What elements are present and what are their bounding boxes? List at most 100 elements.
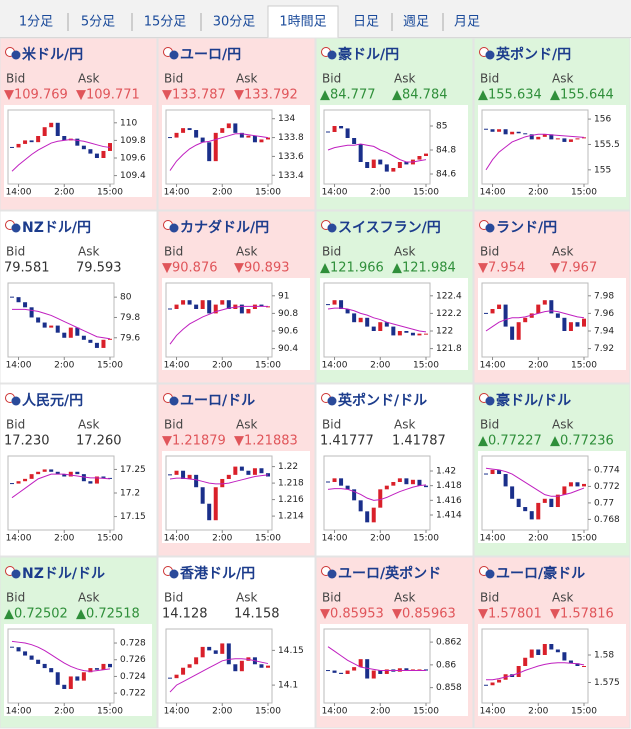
flag-icon [11,569,21,579]
bid-label: Bid [322,418,341,432]
candle [181,300,186,305]
candle [246,135,251,138]
tab[interactable]: 30分足 [213,15,256,30]
rate-tile[interactable]: ユーロ/円 Bid Ask ▼133.787 ▼133.792 134 133.8 133.6… [157,37,316,211]
rate-tile[interactable]: スイスフラン/円 Bid Ask ▲121.966 ▲121.984 122.4 122.2… [315,210,474,384]
pair-name[interactable]: 豪ドル/円 [338,46,399,63]
pair-name[interactable]: NZドル/円 [22,220,91,236]
candle [252,135,257,143]
y-tick-label: 155 [594,165,611,175]
y-tick-label: 90.8 [278,309,298,319]
tab[interactable]: 1分足 [19,15,53,30]
rate-tile[interactable]: NZドル/円 Bid Ask 79.581 79.593 80 79.8 79.6 14:00 2… [0,210,158,384]
pair-name[interactable]: 豪ドル/ドル [496,392,571,409]
candle [68,327,73,338]
candle [42,322,47,328]
rate-tile[interactable]: 香港ドル/円 Bid Ask 14.128 14.158 14.15 14.1 14:00 2:… [157,556,316,729]
ask-label: Ask [78,72,99,86]
candle [365,659,370,679]
candle [516,322,521,340]
rate-tile[interactable]: NZドル/ドル Bid Ask ▲0.72502 ▲0.72518 0.728 0.726 0… [0,556,158,729]
tab[interactable]: 月足 [454,15,480,30]
candle [497,304,502,309]
pair-name[interactable]: NZドル/ドル [22,566,105,582]
tab[interactable]: 週足 [403,15,429,30]
ask-value: ▼7.967 [550,261,597,276]
tab[interactable]: 1時間足 [279,15,326,30]
plot-frame [165,282,273,358]
rate-tile[interactable]: 豪ドル/ドル Bid Ask ▲0.77227 ▲0.77236 0.774 0.772 0.… [473,383,631,557]
candle [417,669,422,671]
pair-name[interactable]: ユーロ/英ポンド [338,565,441,582]
x-tick-label: 14:00 [322,361,348,371]
candle [542,644,547,655]
candle [207,503,212,521]
candle [213,487,218,521]
pair-name[interactable]: ユーロ/豪ドル [496,565,585,582]
x-tick-label: 2:00 [54,534,74,544]
rate-tile[interactable]: 米ドル/円 Bid Ask ▼109.769 ▼109.771 110 109.8 109.6… [0,37,158,211]
x-tick-label: 2:00 [212,534,232,544]
candle [75,327,80,336]
bid-value: ▲0.72502 [4,607,68,622]
candle [378,489,383,508]
flag-icon [11,396,21,406]
rate-tile[interactable]: ユーロ/豪ドル Bid Ask ▼1.57801 ▼1.57816 1.58 1.575 14… [473,556,631,729]
moving-average [485,467,585,497]
candle [529,134,534,140]
candle [239,132,244,138]
rate-tile[interactable]: ユーロ/ドル Bid Ask ▼1.21879 ▼1.21883 1.22 1.218 1.2… [157,383,316,557]
y-tick-label: 90.4 [278,344,298,354]
pair-name[interactable]: 英ポンド/ドル [337,392,427,409]
rate-tile[interactable]: 英ポンド/円 Bid Ask ▲155.634 ▲155.644 156 155.5 155 1… [473,37,631,211]
moving-average [12,308,111,340]
flag-icon [327,396,337,406]
candle [246,470,251,475]
flag-icon [11,50,21,60]
rate-tile[interactable]: 英ポンド/ドル Bid Ask 1.41777 1.41787 1.42 1.418 1.41… [315,383,474,557]
moving-average [169,658,269,693]
candle [239,304,244,314]
pair-name[interactable]: 米ドル/円 [22,46,83,63]
rate-tile[interactable]: カナダドル/円 Bid Ask ▼90.876 ▼90.893 91 90.8 90.6 90.… [157,210,316,384]
rate-tile[interactable]: 人民元/円 Bid Ask 17.230 17.260 17.25 17.2 17.15 14:… [0,383,158,557]
tab[interactable]: 5分足 [81,15,115,30]
x-tick-label: 14:00 [164,188,190,198]
moving-average [327,646,426,672]
candle [181,470,186,479]
candle [510,131,515,135]
candle [542,498,547,503]
y-tick-label: 17.25 [120,465,146,475]
rate-tile[interactable]: ユーロ/英ポンド Bid Ask ▼0.85953 ▼0.85963 0.862 0.86 0… [315,556,474,729]
x-tick-label: 2:00 [54,361,74,371]
x-tick-label: 15:00 [413,361,439,371]
tab[interactable]: 日足 [353,15,379,30]
pair-name[interactable]: スイスフラン/円 [338,220,441,236]
candle [542,300,547,305]
candle [562,317,567,331]
candle [417,156,422,160]
pair-name[interactable]: 人民元/円 [22,392,83,409]
y-tick-label: 0.722 [120,689,146,699]
pair-name[interactable]: 英ポンド/円 [495,46,571,63]
pair-name[interactable]: ランド/円 [496,220,557,236]
pair-name[interactable]: 香港ドル/円 [179,565,255,582]
bid-label: Bid [322,245,341,259]
candle [397,162,402,168]
rate-tile[interactable]: ランド/円 Bid Ask ▼7.954 ▼7.967 7.98 7.96 7.94 7.92 1… [473,210,631,384]
pair-name[interactable]: ユーロ/ドル [180,393,255,409]
candle [417,333,422,336]
rate-tile[interactable]: 豪ドル/円 Bid Ask ▲84.777 ▲84.784 85 84.8 84.6 14:00… [315,37,474,211]
x-tick-label: 15:00 [97,534,123,544]
candle [536,136,541,140]
pair-name[interactable]: ユーロ/円 [180,47,241,63]
tab[interactable]: 15分足 [144,15,187,30]
y-tick-label: 7.92 [594,344,614,354]
candle [410,669,415,671]
pair-name[interactable]: カナダドル/円 [180,219,269,236]
x-tick-label: 2:00 [212,188,232,198]
candle [94,342,99,348]
candle [62,684,67,689]
y-tick-label: 1.414 [436,511,462,521]
candle [16,481,21,484]
